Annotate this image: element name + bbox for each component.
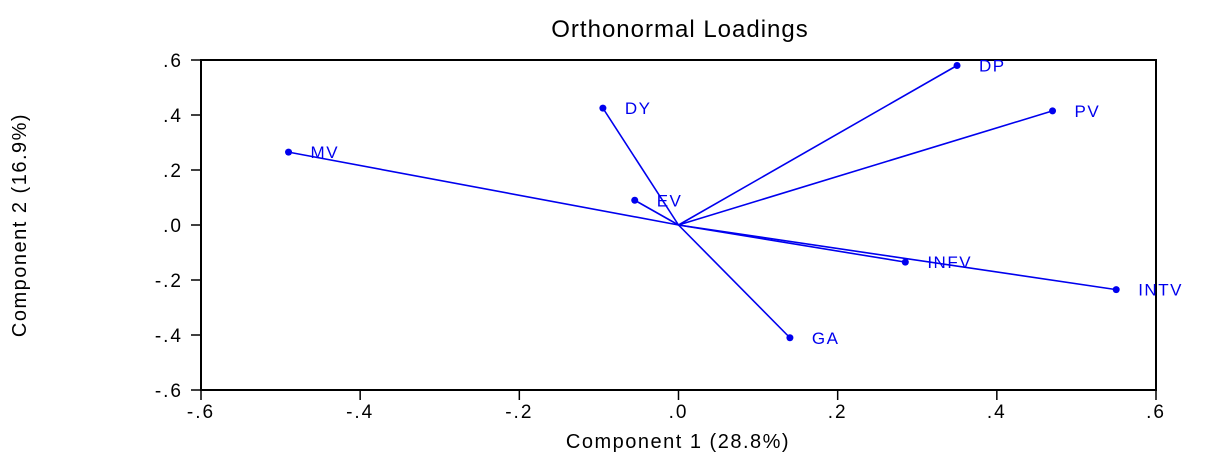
vector-mv: [288, 151, 679, 226]
point-ga: [786, 334, 794, 342]
y-tick-label: -.2: [155, 271, 183, 292]
x-tick-label: .2: [828, 402, 848, 423]
point-label-intv: INTV: [1138, 281, 1183, 300]
vector-dy: [602, 107, 680, 226]
x-tick-label: .0: [669, 402, 689, 423]
y-tick-label: -.6: [155, 381, 183, 402]
x-tick-label: .6: [1146, 402, 1166, 423]
point-dy: [599, 104, 607, 112]
x-tick-label: -.4: [346, 402, 374, 423]
point-mv: [285, 148, 293, 156]
x-tick-label: .4: [987, 402, 1007, 423]
point-label-pv: PV: [1075, 102, 1101, 121]
vector-ga: [677, 224, 791, 339]
vector-intv: [678, 224, 1117, 291]
point-label-dp: DP: [979, 57, 1006, 76]
point-label-ev: EV: [657, 191, 683, 210]
point-dp: [953, 62, 961, 69]
point-intv: [1112, 286, 1120, 294]
point-pv: [1049, 107, 1057, 115]
y-tick-label: .6: [163, 51, 183, 72]
x-tick-label: -.2: [505, 402, 533, 423]
y-tick-label: .0: [163, 216, 183, 237]
y-tick-label: .4: [163, 106, 183, 127]
chart-title: Orthonormal Loadings: [551, 16, 808, 43]
vector-ev: [634, 199, 679, 226]
y-axis: -.6 -.4 -.2 .0 .2 .4 .6: [155, 51, 201, 402]
point-label-infv: INFV: [927, 253, 972, 272]
point-infv: [901, 258, 909, 266]
x-tick-label: -.6: [187, 402, 215, 423]
point-label-dy: DY: [625, 99, 652, 118]
x-axis-title: Component 1 (28.8%): [566, 431, 790, 453]
vector-pv: [678, 110, 1053, 226]
loading-vectors: DP PV DY MV EV INFV INTV GA: [285, 57, 1183, 348]
y-tick-label: .2: [163, 161, 183, 182]
y-axis-title: Component 2 (16.9%): [9, 113, 31, 337]
point-label-ga: GA: [812, 329, 840, 348]
vector-dp: [678, 64, 958, 226]
point-label-mv: MV: [311, 143, 340, 162]
x-axis: -.6 -.4 -.2 .0 .2 .4 .6: [187, 390, 1166, 423]
point-ev: [631, 196, 639, 204]
y-tick-label: -.4: [155, 326, 183, 347]
